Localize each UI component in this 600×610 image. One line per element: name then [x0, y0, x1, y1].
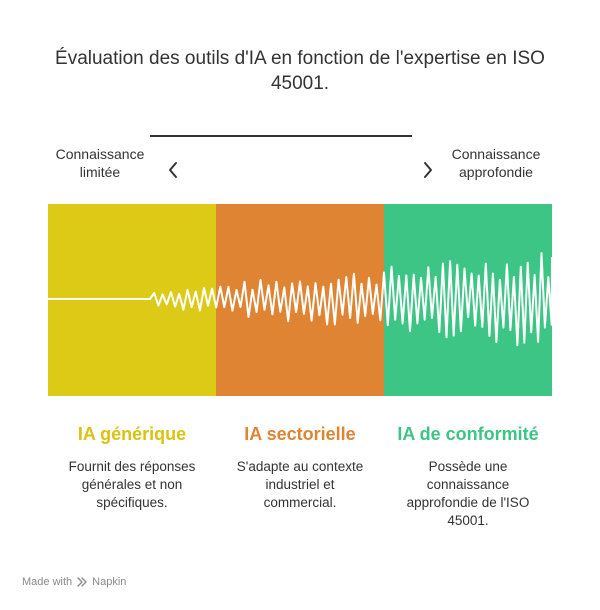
expertise-scale-line — [150, 135, 412, 137]
page-title: Évaluation des outils d'IA en fonction d… — [55, 48, 545, 94]
column-title-compliance: IA de conformité — [397, 424, 539, 444]
column-desc-sectoral: S'adapte au contexte industriel et comme… — [236, 459, 364, 510]
column-desc-generic: Fournit des réponses générales et non sp… — [68, 459, 196, 510]
chevron-right-icon — [424, 162, 432, 178]
footer-made-with: Made with — [22, 576, 73, 588]
column-title-generic: IA générique — [77, 424, 187, 444]
scale-left-label: Connaissance limitée — [55, 146, 145, 180]
scale-right-label: Connaissance approfondie — [451, 146, 541, 180]
footer-brand: Napkin — [92, 576, 127, 588]
column-desc-compliance: Possède une connaissance approfondie de … — [406, 459, 530, 528]
column-sectoral: IA sectorielle S'adapte au contexte indu… — [216, 0, 384, 512]
column-compliance: IA de conformité Possède une connaissanc… — [384, 0, 552, 530]
footer-credit: Made with Napkin — [22, 576, 126, 588]
chevron-left-icon — [169, 162, 177, 178]
column-title-sectoral: IA sectorielle — [244, 424, 356, 444]
napkin-icon — [77, 577, 87, 587]
column-generic: IA générique Fournit des réponses généra… — [48, 0, 216, 512]
signal-waveform — [48, 252, 552, 347]
